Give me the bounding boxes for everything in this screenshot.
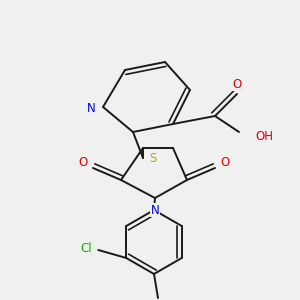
Text: O: O [232, 77, 242, 91]
Text: N: N [87, 103, 95, 116]
Text: N: N [151, 203, 159, 217]
Text: O: O [78, 155, 88, 169]
Text: O: O [220, 155, 230, 169]
Text: Cl: Cl [80, 242, 92, 254]
Text: S: S [149, 152, 157, 164]
Text: OH: OH [255, 130, 273, 142]
